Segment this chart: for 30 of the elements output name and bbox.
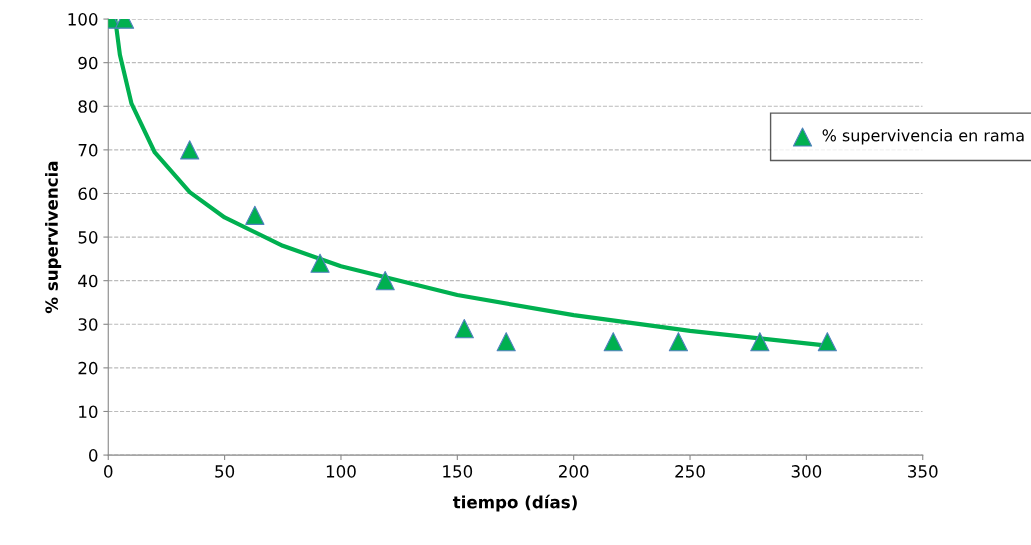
legend-label: % supervivencia en rama [822,129,1024,145]
y-tick-label: 90 [78,56,98,70]
x-tick-label: 150 [443,465,473,478]
point [496,332,516,352]
y-tick-label: 100 [68,13,98,26]
y-tick-label: 60 [78,187,98,201]
point [375,271,395,291]
y-tick-label: 80 [78,100,98,113]
y-tick-label: 70 [78,143,98,157]
x-tick-label: 300 [791,465,822,478]
y-tick-label: 30 [78,318,98,331]
point [454,319,474,339]
point [817,332,837,352]
y-tick-label: 20 [78,361,98,375]
x-tick-label: 0 [104,465,113,478]
y-tick-label: 40 [78,274,98,288]
y-axis-title: % supervivencia [45,161,62,314]
y-tick-label: 10 [79,405,98,419]
x-tick-label: 100 [326,465,356,478]
x-tick-label: 250 [675,465,705,478]
y-tick-label: 0 [89,449,98,462]
point [310,253,330,273]
point [750,332,770,352]
point [603,332,623,352]
x-tick-label: 200 [558,465,589,478]
x-axis-title: tiempo (días) [452,494,577,512]
x-tick-label: 50 [215,465,235,478]
y-tick-label: 50 [78,231,98,244]
point [668,332,689,352]
x-tick-label: 350 [908,465,938,478]
